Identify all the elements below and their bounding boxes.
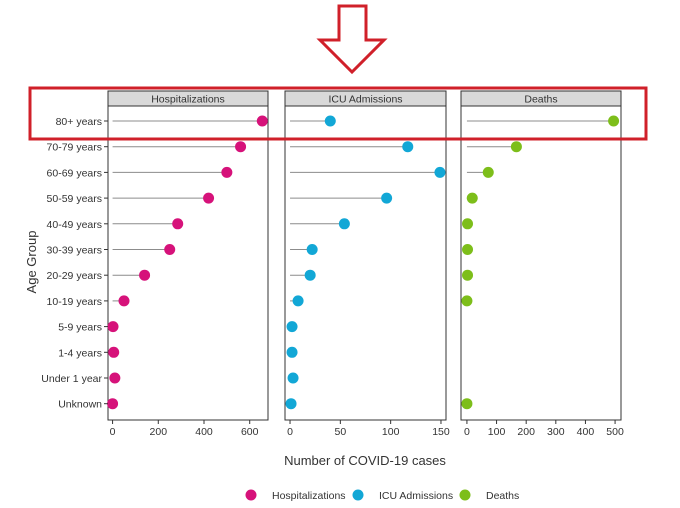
- x-tick-label: 300: [547, 426, 565, 438]
- y-axis-tick-labels: 80+ years 70-79 years 60-69 years 50-59 yea…: [41, 116, 108, 411]
- legend-label: Hospitalizations: [272, 490, 346, 502]
- panel-deaths: Deaths 0 100 200 300 400 500: [460, 90, 624, 438]
- lollipop-point: [402, 141, 414, 153]
- lollipop-point: [109, 372, 121, 384]
- lollipop-point: [461, 398, 473, 410]
- x-tick-label: 100: [382, 426, 400, 438]
- lollipop-point: [139, 269, 151, 281]
- lollipop-point: [608, 115, 620, 127]
- y-tick-label: 40-49 years: [47, 219, 102, 231]
- lollipop-point: [306, 244, 318, 255]
- panel-hospitalizations: Hospitalizations 0 200 400 600: [107, 90, 269, 438]
- x-tick-label: 100: [488, 426, 506, 438]
- lollipop-point: [286, 346, 298, 358]
- x-tick-label: 150: [432, 426, 450, 438]
- x-tick-label: 200: [517, 426, 535, 438]
- facet-strip-label: Hospitalizations: [151, 94, 225, 106]
- x-axis-title: Number of COVID-19 cases: [284, 453, 446, 468]
- lollipop-point: [338, 218, 350, 230]
- panel-icu-admissions: ICU Admissions 0 50 100 150: [284, 90, 450, 438]
- y-tick-label: 70-79 years: [47, 142, 102, 154]
- y-tick-label: 1-4 years: [58, 347, 102, 359]
- y-tick-label: Unknown: [58, 399, 102, 411]
- legend-label: Deaths: [486, 490, 519, 502]
- x-tick-label: 200: [150, 426, 168, 438]
- lollipop-point: [462, 269, 474, 281]
- x-tick-label: 0: [287, 426, 293, 438]
- x-tick-label: 500: [606, 426, 624, 438]
- lollipop-point: [434, 166, 446, 178]
- lollipop-point: [286, 321, 298, 333]
- lollipop-point: [221, 166, 233, 178]
- lollipop-point: [107, 321, 119, 333]
- lollipop-point: [292, 295, 304, 307]
- y-tick-label: 50-59 years: [47, 193, 102, 205]
- lollipop-point: [324, 115, 336, 127]
- y-tick-label: 10-19 years: [47, 296, 102, 308]
- lollipop-point: [381, 192, 393, 204]
- facet-strip-label: Deaths: [524, 94, 557, 106]
- lollipop-point: [285, 398, 297, 410]
- legend-swatch: [245, 489, 257, 501]
- legend-swatch: [459, 489, 471, 501]
- lollipop-point: [462, 244, 474, 255]
- y-tick-label: 80+ years: [56, 116, 102, 128]
- y-tick-label: 20-29 years: [47, 270, 102, 282]
- panel-frame: [460, 105, 622, 421]
- legend: Hospitalizations ICU Admissions Deaths: [245, 489, 519, 502]
- x-tick-label: 50: [335, 426, 347, 438]
- lollipop-point: [304, 269, 316, 281]
- y-tick-label: 30-39 years: [47, 245, 102, 257]
- panel-frame: [284, 105, 447, 421]
- y-tick-label: 60-69 years: [47, 167, 102, 179]
- y-tick-label: 5-9 years: [58, 322, 102, 334]
- lollipop-point: [462, 218, 474, 230]
- panel-frame: [107, 105, 269, 421]
- lollipop-point: [466, 192, 478, 204]
- facet-strip-label: ICU Admissions: [328, 94, 402, 106]
- lollipop-point: [107, 398, 119, 410]
- x-tick-label: 400: [195, 426, 213, 438]
- y-tick-label: Under 1 year: [41, 373, 102, 385]
- lollipop-point: [235, 141, 247, 153]
- highlight-box-annotation: [28, 86, 648, 141]
- down-arrow-annotation: [316, 4, 388, 75]
- lollipop-point: [172, 218, 184, 230]
- x-tick-label: 0: [464, 426, 470, 438]
- lollipop-point: [118, 295, 130, 307]
- lollipop-point: [108, 346, 120, 358]
- x-tick-label: 0: [110, 426, 116, 438]
- lollipop-point: [164, 244, 176, 255]
- lollipop-point: [256, 115, 268, 127]
- facet-panels: Hospitalizations 0 200 400 600 ICU Admissions…: [107, 90, 624, 438]
- lollipop-point: [461, 295, 473, 307]
- lollipop-point: [203, 192, 215, 204]
- x-tick-label: 600: [241, 426, 259, 438]
- lollipop-point: [510, 141, 522, 153]
- legend-label: ICU Admissions: [379, 490, 453, 502]
- lollipop-point: [482, 166, 494, 178]
- legend-swatch: [352, 489, 364, 501]
- x-tick-label: 400: [577, 426, 595, 438]
- lollipop-point: [287, 372, 299, 384]
- y-axis-title: Age Group: [24, 231, 39, 294]
